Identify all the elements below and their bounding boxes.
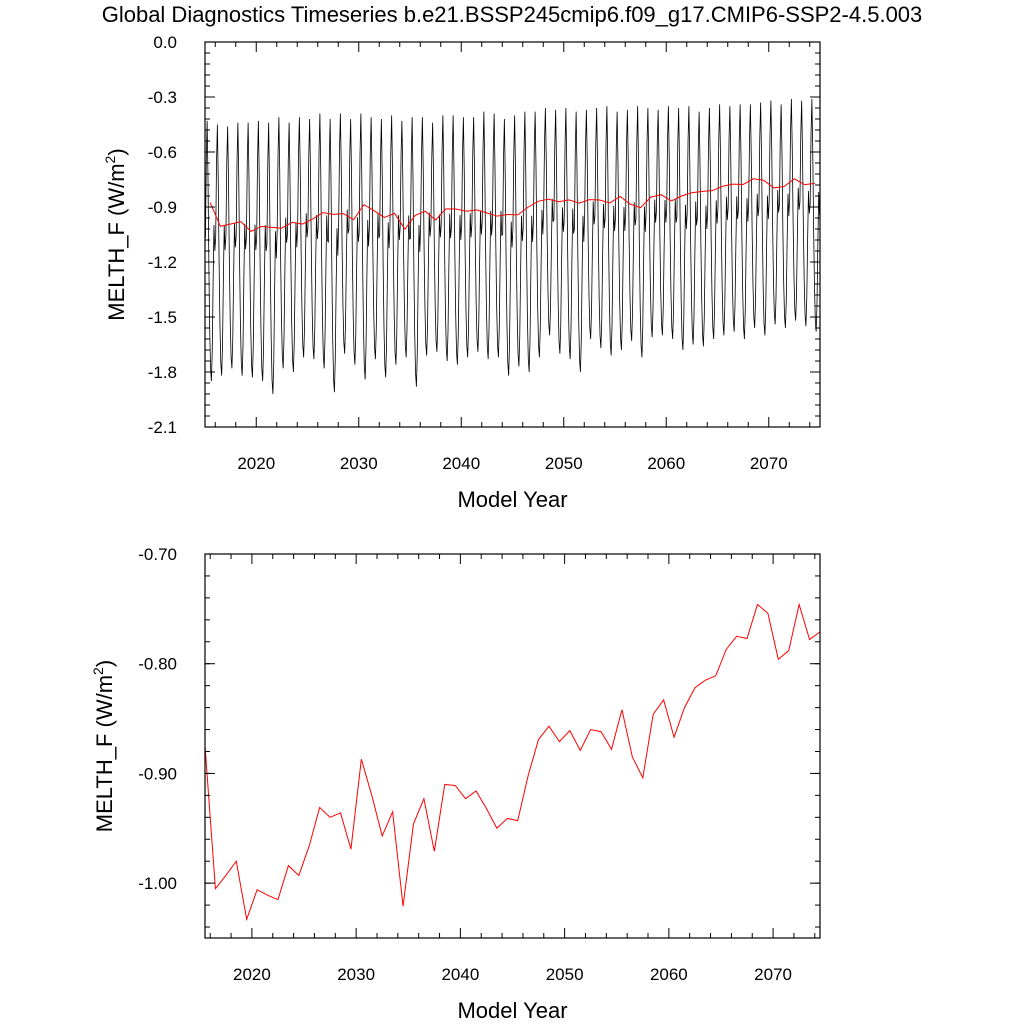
- y-axis-label-tail: ): [104, 148, 129, 155]
- y-tick-label: -1.2: [148, 253, 177, 272]
- y-axis-label-sup: 2: [90, 667, 106, 675]
- y-axis-label-tail: ): [92, 660, 117, 667]
- x-tick-label: 2060: [647, 454, 685, 473]
- y-tick-label: -0.3: [148, 88, 177, 107]
- annual-mean-line: [205, 602, 820, 922]
- y-axis-label: MELTH_F (W/m2): [90, 660, 117, 832]
- y-tick-label: -1.00: [138, 874, 177, 893]
- y-tick-label: -1.5: [148, 308, 177, 327]
- y-tick-label: -0.70: [138, 545, 177, 564]
- y-tick-label: 0.0: [153, 33, 177, 52]
- x-tick-label: 2030: [337, 965, 375, 984]
- top-panel: 2020 2030 2040 2050 2060 2070 0.0 -0.3 -0.6 -0.9 -…: [102, 33, 821, 512]
- y-tick-label: -0.80: [138, 655, 177, 674]
- y-axis-label-main: MELTH_F (W/m: [104, 163, 129, 320]
- bottom-panel: 2020 2030 2040 2050 2060 2070 -0.70 -0.80 -0.90 -…: [90, 545, 821, 1023]
- x-tick-label: 2050: [546, 965, 584, 984]
- x-axis-label: Model Year: [457, 487, 567, 512]
- plot-frame: [204, 41, 821, 428]
- y-tick-label: -0.6: [148, 143, 177, 162]
- plot-area: [205, 602, 820, 922]
- x-tick-label: 2040: [441, 965, 479, 984]
- x-tick-label: 2070: [750, 454, 788, 473]
- tick-marks: [205, 553, 820, 938]
- x-tick-label: 2030: [340, 454, 378, 473]
- y-tick-label: -0.90: [138, 764, 177, 783]
- annual-mean-line: [209, 178, 815, 232]
- x-axis-label: Model Year: [457, 998, 567, 1023]
- x-tick-label: 2050: [545, 454, 583, 473]
- chart-title: Global Diagnostics Timeseries b.e21.BSSP…: [101, 2, 923, 27]
- x-tick-label: 2020: [233, 965, 271, 984]
- y-axis-label-sup: 2: [102, 155, 118, 163]
- y-tick-label: -0.9: [148, 198, 177, 217]
- x-tick-label: 2040: [442, 454, 480, 473]
- x-tick-label: 2070: [754, 965, 792, 984]
- plot-frame: [204, 553, 821, 939]
- monthly-series-line: [205, 98, 820, 395]
- y-axis-label-main: MELTH_F (W/m: [92, 675, 117, 832]
- y-tick-label: -1.8: [148, 363, 177, 382]
- tick-marks: [205, 41, 820, 428]
- plot-area: [205, 98, 820, 395]
- y-axis-label: MELTH_F (W/m2): [102, 148, 129, 320]
- x-tick-label: 2060: [650, 965, 688, 984]
- x-tick-label: 2020: [237, 454, 275, 473]
- y-tick-label: -2.1: [148, 418, 177, 437]
